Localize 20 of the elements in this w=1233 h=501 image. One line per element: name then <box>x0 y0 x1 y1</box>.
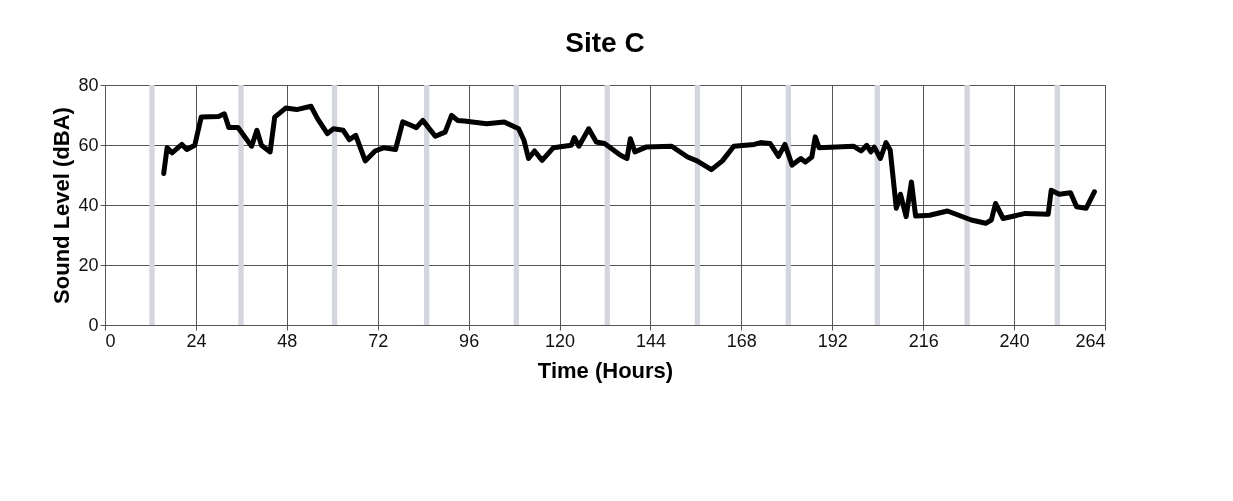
x-tick-label: 0 <box>105 330 116 351</box>
y-tick-label: 0 <box>88 314 99 335</box>
chart-title: Site C <box>565 27 645 58</box>
x-tick-label: 48 <box>277 330 298 351</box>
x-tick-label: 264 <box>1075 330 1106 351</box>
y-tick-label: 40 <box>78 194 99 215</box>
x-tick-label: 96 <box>459 330 480 351</box>
x-tick-label: 216 <box>908 330 939 351</box>
y-tick-label: 80 <box>78 74 99 95</box>
x-tick-label: 240 <box>999 330 1030 351</box>
y-tick-label: 20 <box>78 254 99 275</box>
x-axis-title: Time (Hours) <box>537 357 674 383</box>
x-tick-label: 144 <box>635 330 666 351</box>
y-axis-title: Sound Level (dBA) <box>49 107 75 304</box>
x-tick-label: 168 <box>726 330 757 351</box>
x-tick-label: 192 <box>817 330 848 351</box>
y-tick-label: 60 <box>78 134 99 155</box>
x-tick-label: 24 <box>186 330 207 351</box>
x-tick-label: 72 <box>368 330 389 351</box>
x-tick-label: 120 <box>545 330 576 351</box>
